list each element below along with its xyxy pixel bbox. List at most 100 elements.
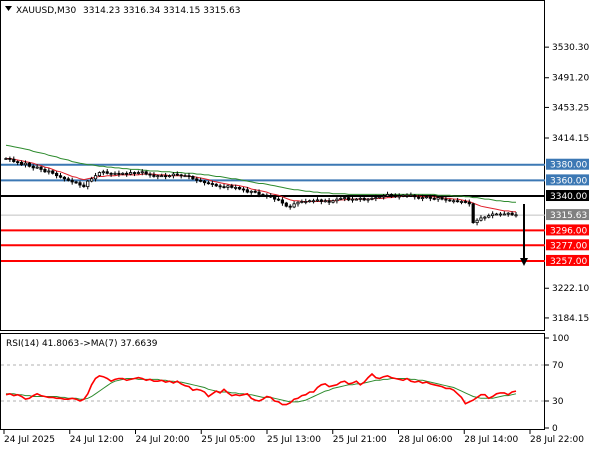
candle-body — [440, 197, 444, 200]
candle-body — [331, 200, 335, 203]
rsi-tick-label: 0 — [552, 424, 558, 434]
price-tick-label: 3530.30 — [552, 43, 589, 53]
candle-body — [47, 170, 51, 173]
level-price-tag: 3277.00 — [550, 241, 587, 251]
time-tick-label: 28 Jul 06:00 — [399, 435, 453, 445]
time-tick-label: 28 Jul 22:00 — [530, 435, 584, 445]
candle-body — [354, 198, 358, 201]
level-price-tag: 3380.00 — [550, 161, 587, 171]
candle-body — [491, 213, 495, 216]
candle-body — [195, 178, 199, 181]
candle-body — [249, 190, 253, 193]
ohlc-values: 3314.23 3316.34 3314.15 3315.63 — [83, 6, 240, 16]
candle-body — [479, 217, 483, 221]
candle-body — [261, 194, 265, 196]
candle-body — [304, 201, 308, 203]
candle-body — [179, 174, 183, 177]
candle-body — [74, 181, 78, 184]
candle-body — [506, 212, 510, 215]
candle-body — [448, 199, 452, 202]
candle-body — [234, 187, 238, 189]
candle-body — [78, 182, 82, 186]
candle-body — [199, 179, 203, 182]
price-tick-label: 3453.25 — [552, 103, 589, 113]
candle-body — [121, 172, 125, 175]
collapse-triangle-icon[interactable] — [5, 6, 12, 11]
candle-body — [436, 197, 440, 200]
candle-body — [514, 214, 518, 217]
axis-layer: 3530.30 3491.20 3453.25 3414.15 3222.10 3184.… — [3, 43, 589, 445]
candle-body — [444, 198, 448, 201]
candle-body — [428, 196, 432, 199]
candle-body — [218, 185, 222, 188]
candle-body — [136, 172, 140, 174]
candle-body — [456, 200, 460, 203]
candle-body — [401, 194, 405, 197]
candle-body — [58, 175, 63, 178]
candle-body — [23, 162, 28, 166]
candle-body — [101, 171, 105, 174]
forecast-arrowhead-icon — [520, 257, 528, 266]
candle-body — [362, 197, 366, 201]
candle-body — [144, 171, 148, 175]
candle-body — [226, 185, 230, 188]
candle-body — [90, 178, 94, 182]
candle-body — [346, 197, 351, 201]
candle-body — [288, 205, 292, 208]
level-price-tag: 3340.00 — [550, 192, 587, 202]
candle-body — [378, 196, 382, 199]
candle-body — [210, 183, 214, 185]
candle-body — [432, 197, 436, 200]
candle-body — [183, 175, 187, 178]
candle-body — [97, 172, 102, 177]
candle-body — [253, 190, 257, 193]
candle-body — [459, 201, 464, 203]
candle-body — [171, 173, 176, 177]
candle-body — [140, 171, 144, 174]
candle-body — [16, 161, 20, 163]
candle-body — [420, 197, 425, 199]
candle-body — [222, 186, 226, 189]
candle-body — [389, 194, 394, 196]
price-tick-label: 3491.20 — [552, 74, 589, 84]
candle-body — [230, 185, 234, 188]
rsi-layer — [1, 364, 545, 406]
candle-body — [292, 203, 296, 208]
candle-body — [148, 173, 152, 176]
candle-body — [167, 175, 172, 178]
candle-body — [35, 166, 39, 169]
ma-slow-line — [5, 144, 516, 203]
candle-body — [471, 203, 475, 224]
candle-body — [27, 162, 31, 167]
level-price-tag: 3296.00 — [550, 226, 587, 236]
candle-body — [214, 183, 218, 187]
candle-body — [206, 182, 211, 185]
candle-body — [202, 180, 207, 184]
candle-body — [93, 175, 98, 180]
candle-body — [502, 213, 506, 216]
candle-body — [269, 195, 273, 198]
candle-body — [393, 194, 397, 198]
candle-body — [164, 175, 168, 178]
candle-body — [31, 165, 35, 169]
candle-body — [113, 172, 117, 175]
candle-body — [125, 172, 129, 175]
candle-body — [487, 215, 491, 218]
price-tick-label: 3222.10 — [552, 284, 589, 294]
level-price-tag-bg — [546, 224, 589, 236]
candle-body — [385, 194, 390, 197]
candle-body — [187, 175, 191, 178]
candle-body — [19, 161, 24, 166]
candle-body — [55, 172, 59, 177]
candle-body — [463, 201, 467, 203]
time-tick-label: 25 Jul 05:00 — [201, 435, 255, 445]
candle-body — [397, 195, 401, 198]
level-price-tag: 3360.00 — [550, 176, 587, 186]
candle-body — [265, 194, 269, 197]
chart-header: XAUUSD,M30 3314.23 3316.34 3314.15 3315.… — [5, 6, 240, 16]
candles-layer — [4, 156, 528, 266]
candle-body — [413, 194, 417, 198]
time-tick-label: 24 Jul 20:00 — [136, 435, 190, 445]
current-price-tag-bg — [546, 209, 589, 221]
